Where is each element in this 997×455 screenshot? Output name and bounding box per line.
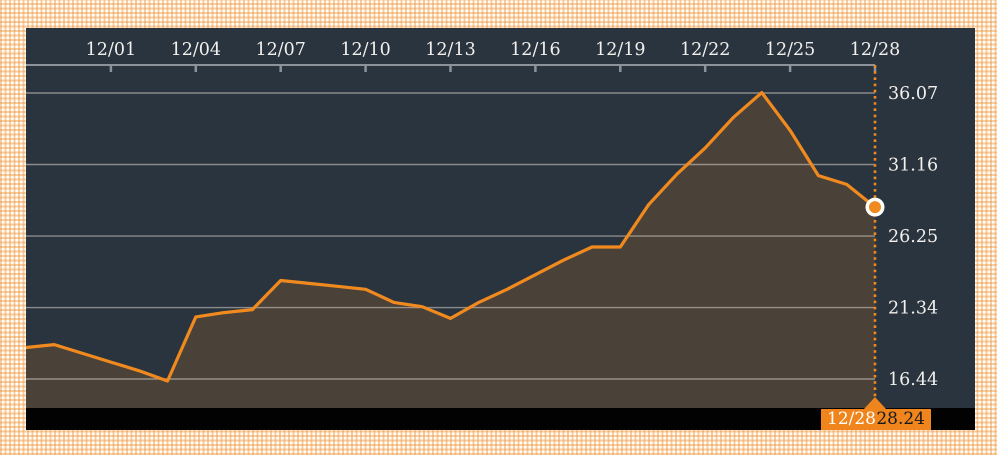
x-axis-label: 12/22 bbox=[680, 40, 730, 60]
bottom-bar: 12/28 28.24 bbox=[26, 397, 975, 430]
y-axis-label: 26.25 bbox=[888, 227, 938, 247]
tag-date: 12/28 bbox=[827, 409, 876, 429]
price-chart: 36.07 31.16 26.25 21.34 16.44 12/01 12/04 12/07… bbox=[26, 40, 938, 408]
x-axis-label: 12/07 bbox=[255, 40, 305, 60]
tag-arrow-icon bbox=[864, 397, 886, 409]
x-axis-label: 12/25 bbox=[765, 40, 815, 60]
last-price-marker bbox=[869, 201, 881, 214]
x-axis-label: 12/19 bbox=[595, 40, 645, 60]
x-axis-label: 12/04 bbox=[171, 40, 221, 60]
x-axis-label: 12/10 bbox=[340, 40, 390, 60]
y-axis-label: 36.07 bbox=[888, 84, 938, 104]
x-axis-label: 12/16 bbox=[510, 40, 560, 60]
tag-value: 28.24 bbox=[876, 409, 925, 429]
chart-panel: 36.07 31.16 26.25 21.34 16.44 12/01 12/04 12/07… bbox=[26, 28, 975, 430]
x-axis-label: 12/28 bbox=[850, 40, 900, 60]
last-price-tag: 12/28 28.24 bbox=[821, 397, 931, 430]
y-axis-label: 31.16 bbox=[888, 156, 938, 176]
x-axis-label: 12/13 bbox=[425, 40, 475, 60]
price-line bbox=[26, 91, 877, 383]
price-area bbox=[26, 92, 875, 408]
y-axis-label: 16.44 bbox=[888, 370, 938, 390]
y-axis-label: 21.34 bbox=[888, 299, 938, 319]
x-axis-label: 12/01 bbox=[86, 40, 136, 60]
